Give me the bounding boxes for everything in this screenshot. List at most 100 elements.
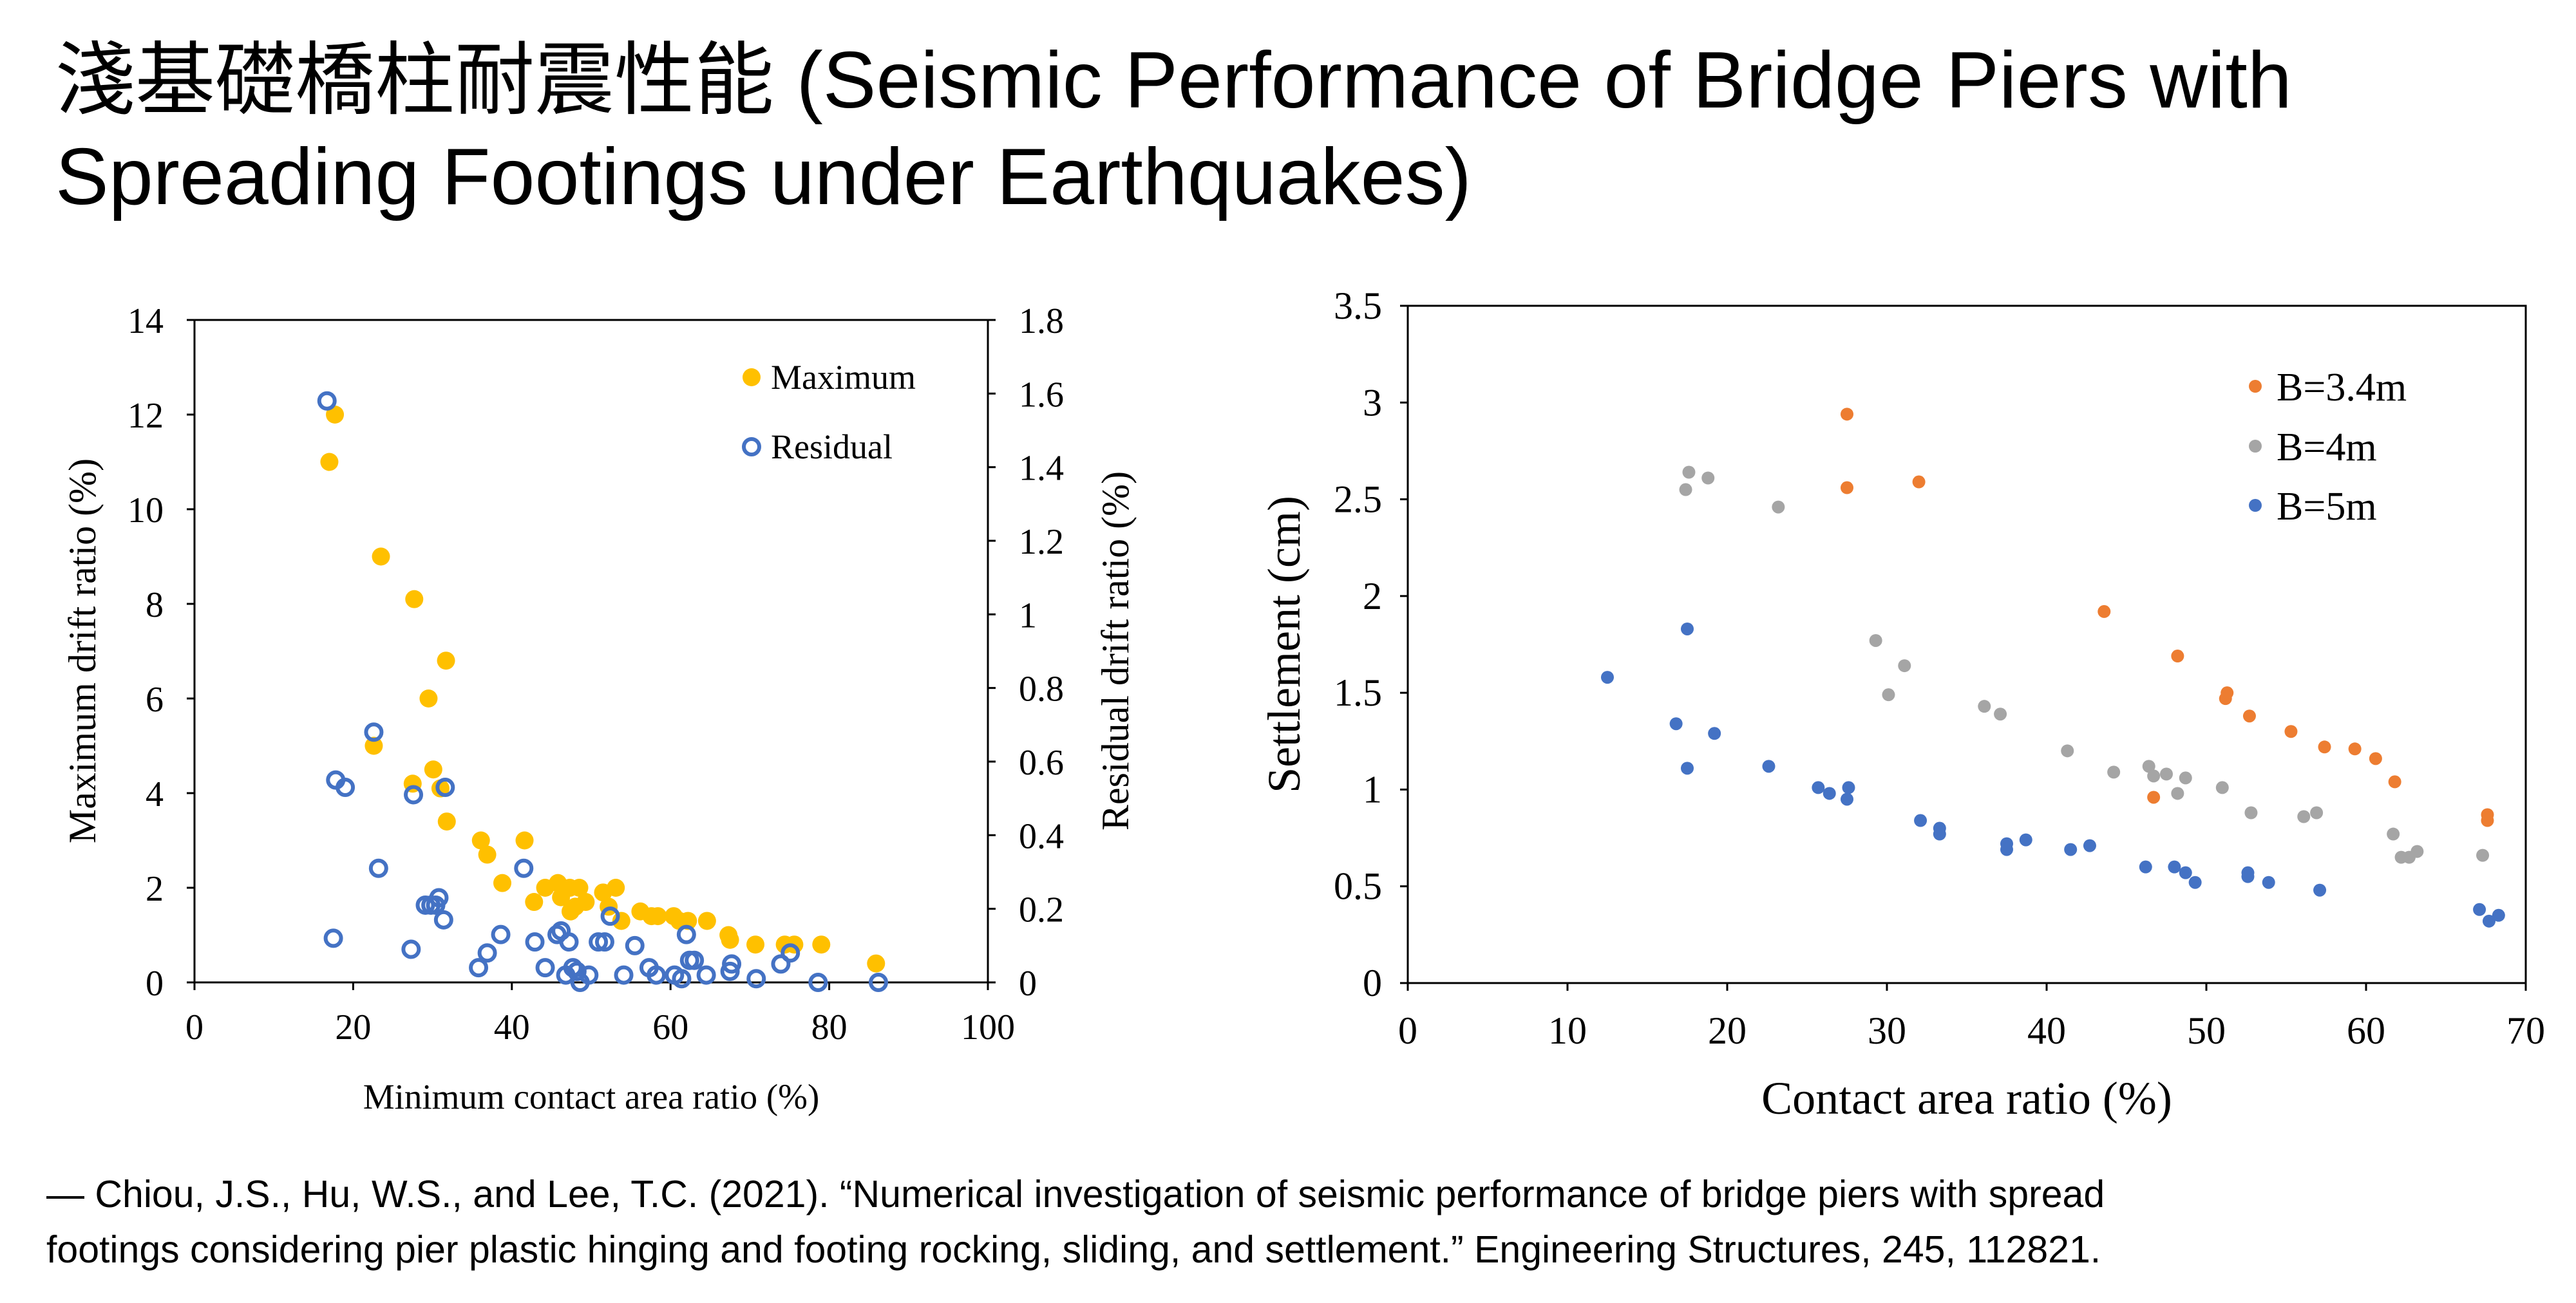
legend-b5-marker bbox=[2249, 499, 2262, 512]
b4-point bbox=[2179, 771, 2192, 785]
legend-residual-label: Residual bbox=[771, 427, 893, 466]
b4-point bbox=[2476, 848, 2490, 862]
legend-b34-marker bbox=[2249, 380, 2262, 393]
legend-b4-label: B=4m bbox=[2277, 426, 2377, 469]
legend-b4-marker bbox=[2249, 440, 2262, 453]
b5-point bbox=[2492, 908, 2505, 922]
maximum-point bbox=[471, 831, 490, 850]
residual-point bbox=[781, 943, 800, 963]
b4-point bbox=[2061, 744, 2074, 758]
b5-point bbox=[1708, 727, 1721, 740]
residual-point bbox=[672, 969, 692, 989]
maximum-point bbox=[419, 689, 438, 708]
residual-point bbox=[696, 965, 716, 985]
residual-point bbox=[589, 932, 609, 952]
maximum-point bbox=[607, 879, 625, 897]
y-tick-label: 12 bbox=[128, 396, 164, 436]
b5-point bbox=[2188, 876, 2202, 889]
residual-point bbox=[746, 969, 766, 989]
residual-point bbox=[404, 785, 424, 805]
b5-point bbox=[2083, 839, 2096, 852]
maximum-point bbox=[570, 879, 589, 897]
citation: — Chiou, J.S., Hu, W.S., and Lee, T.C. (… bbox=[46, 1167, 2532, 1277]
x-tick-label: 60 bbox=[652, 1008, 688, 1047]
y2-tick-label: 1.6 bbox=[1019, 375, 1064, 415]
x-tick-label: 50 bbox=[2187, 1009, 2226, 1052]
residual-point bbox=[559, 932, 579, 952]
maximum-point bbox=[478, 845, 497, 864]
b34-point bbox=[1841, 481, 1853, 494]
maximum-point bbox=[365, 736, 383, 755]
y2-tick-label: 1.4 bbox=[1019, 449, 1064, 489]
residual-point bbox=[323, 928, 343, 948]
y-tick-label: 2 bbox=[146, 869, 164, 909]
maximum-point bbox=[721, 930, 739, 949]
y2-tick-label: 1.8 bbox=[1019, 301, 1064, 341]
slide-title: 淺基礎橋柱耐震性能 (Seismic Performance of Bridge… bbox=[55, 32, 2503, 225]
legend-residual-marker bbox=[742, 437, 761, 456]
b5-point bbox=[1841, 792, 1853, 806]
b34-point bbox=[2481, 814, 2494, 827]
b4-point bbox=[1898, 659, 1911, 673]
b4-point bbox=[1882, 688, 1895, 702]
b4-point bbox=[2142, 760, 2155, 773]
residual-point bbox=[647, 965, 667, 985]
residual-point bbox=[685, 950, 705, 970]
citation-line-2: footings considering pier plastic hingin… bbox=[46, 1228, 2101, 1271]
y-tick-label: 1.5 bbox=[1334, 671, 1382, 714]
maximum-point bbox=[697, 912, 716, 930]
y-tick-label: 2 bbox=[1363, 575, 1382, 617]
x-axis-title: Contact area ratio (%) bbox=[1761, 1073, 2172, 1124]
b34-point bbox=[1912, 475, 1926, 489]
b34-point bbox=[2171, 650, 2184, 663]
b4-point bbox=[1994, 708, 2007, 721]
maximum-point bbox=[437, 812, 456, 831]
b4-point bbox=[2171, 787, 2184, 800]
x-tick-label: 60 bbox=[2347, 1009, 2385, 1052]
b34-point bbox=[2221, 686, 2234, 700]
b34-point bbox=[2348, 742, 2362, 756]
legend-b34-label: B=3.4m bbox=[2277, 366, 2407, 409]
residual-point bbox=[336, 778, 355, 798]
b4-point bbox=[1679, 483, 1692, 496]
b5-point bbox=[1914, 814, 1927, 827]
residual-point bbox=[625, 935, 645, 955]
maximum-point bbox=[431, 779, 450, 798]
y-tick-label: 0.5 bbox=[1334, 865, 1382, 908]
y-tick-label: 0 bbox=[1363, 962, 1382, 1004]
maximum-point bbox=[493, 874, 512, 892]
b34-point bbox=[2098, 605, 2111, 618]
residual-point bbox=[567, 961, 587, 981]
b5-point bbox=[2482, 914, 2496, 928]
x-tick-label: 40 bbox=[2027, 1009, 2066, 1052]
y2-tick-label: 0.8 bbox=[1019, 670, 1064, 709]
x-tick-label: 0 bbox=[185, 1008, 204, 1047]
x-tick-label: 30 bbox=[1868, 1009, 1906, 1052]
b5-point bbox=[1933, 827, 1946, 841]
b4-point bbox=[2215, 781, 2229, 794]
maximum-point bbox=[576, 893, 595, 912]
b5-point bbox=[1823, 787, 1836, 800]
residual-point bbox=[563, 958, 583, 978]
x-tick-label: 80 bbox=[811, 1008, 848, 1047]
y-tick-label: 6 bbox=[146, 680, 164, 720]
b4-point bbox=[2387, 827, 2400, 841]
y2-tick-label: 0 bbox=[1019, 964, 1037, 1004]
b5-point bbox=[2241, 870, 2255, 883]
residual-point bbox=[579, 965, 599, 985]
b4-point bbox=[2147, 769, 2161, 783]
legend: Maximum Residual bbox=[742, 358, 916, 466]
b4-point bbox=[2297, 810, 2311, 823]
maximum-point bbox=[867, 954, 886, 973]
b4-point bbox=[1682, 465, 1696, 479]
b5-point bbox=[1681, 762, 1694, 775]
y2-tick-label: 0.6 bbox=[1019, 743, 1064, 783]
y-tick-label: 1 bbox=[1363, 768, 1382, 811]
b5-point bbox=[2000, 843, 2013, 856]
residual-point bbox=[722, 954, 742, 974]
x-tick-label: 70 bbox=[2506, 1009, 2545, 1052]
y-axis-title: Settlement (cm) bbox=[1258, 496, 1310, 793]
residual-point bbox=[771, 954, 791, 974]
residual-point bbox=[435, 778, 455, 798]
b34-point bbox=[2147, 791, 2161, 804]
